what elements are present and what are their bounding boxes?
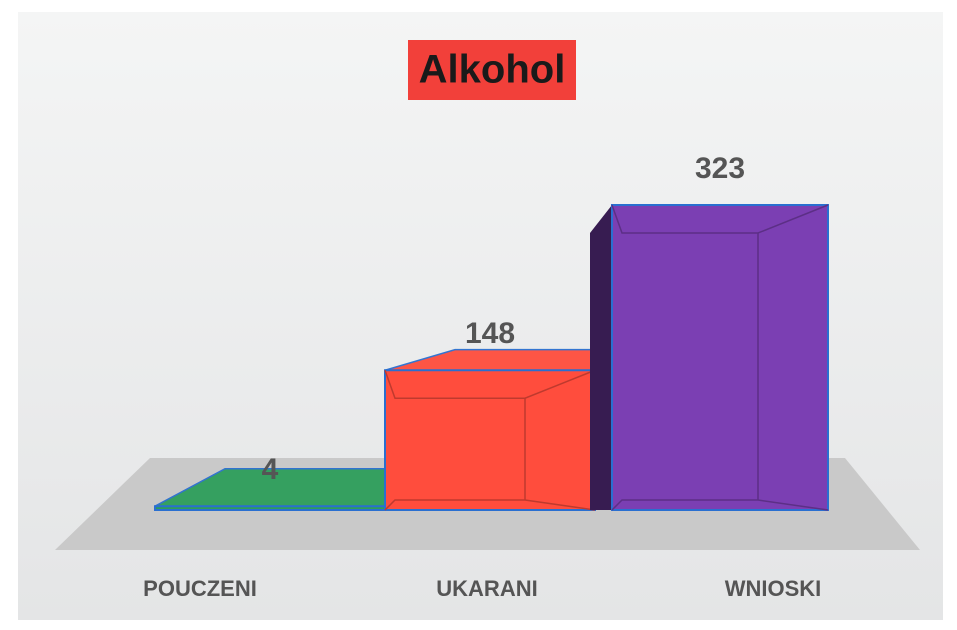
data-label: 4 [262,453,279,486]
x-tick-label: WNIOSKI [725,576,822,601]
bar [611,204,829,511]
bar [154,505,386,511]
chart-title: Alkohol [419,48,566,92]
bar-side [590,205,612,510]
data-label: 148 [465,317,515,350]
x-tick-label: UKARANI [436,576,537,601]
data-label: 323 [695,152,745,185]
bar-depth-edge [384,499,596,511]
bar-depth-edge [611,499,829,511]
bar [384,369,596,511]
x-tick-label: POUCZENI [143,576,257,601]
bar-depth-edge [384,369,596,399]
title-box [408,40,576,100]
bar-depth-edge [611,204,829,234]
